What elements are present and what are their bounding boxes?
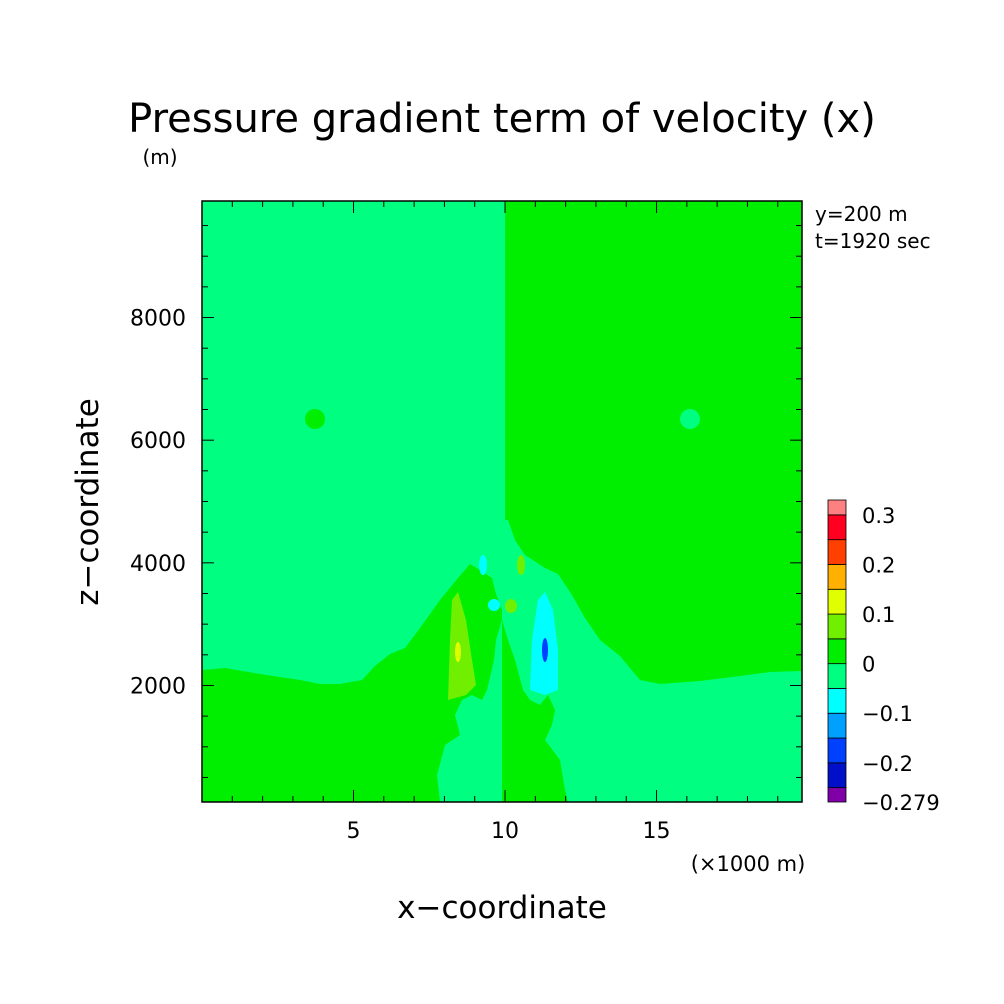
colorbar-swatch: [827, 688, 847, 714]
colorbar-label: 0.2: [862, 553, 895, 577]
annotation-y-position: y=200 m: [815, 202, 908, 226]
y-unit-label: (m): [142, 145, 177, 169]
colorbar-swatch: [827, 588, 847, 615]
region-left-column: [437, 620, 502, 802]
region-left-plume: [448, 592, 476, 700]
y-tick-label: 8000: [130, 307, 186, 332]
plot-frame: [201, 200, 803, 803]
region-small-feature-c: [488, 599, 500, 611]
region-small-feature-a: [479, 555, 487, 575]
x-tick-label: 5: [347, 819, 361, 844]
region-left-core: [455, 642, 461, 662]
axis-ticks: [202, 201, 802, 802]
colorbar-swatch: [827, 499, 847, 516]
region-small-feature-b: [517, 555, 525, 575]
colorbar-swatch: [827, 539, 847, 565]
region-right-blob: [680, 409, 700, 429]
colorbar-swatch: [827, 638, 847, 665]
y-tick-label: 6000: [130, 429, 186, 454]
y-tick-label: 4000: [130, 552, 186, 577]
x-unit-label: (×1000 m): [691, 852, 806, 876]
colorbar-swatch: [827, 787, 847, 803]
x-tick-labels: 5 10 15: [347, 819, 671, 844]
region-small-feature-d: [505, 599, 517, 613]
colorbar-swatch: [827, 737, 847, 764]
colorbar-swatch: [827, 712, 847, 739]
y-axis-label: z−coordinate: [70, 398, 106, 606]
colorbar-swatch: [827, 564, 847, 590]
colorbar-label: −0.279: [862, 791, 940, 815]
x-tick-label: 15: [643, 819, 671, 844]
chart-title: Pressure gradient term of velocity (x): [128, 96, 876, 142]
region-left-blob: [305, 409, 325, 429]
colorbar-label: −0.2: [862, 752, 913, 776]
x-axis-label: x−coordinate: [397, 890, 607, 926]
colorbar-label: 0: [862, 653, 875, 677]
region-right-column: [502, 620, 568, 802]
colorbar-swatch: [827, 663, 847, 689]
y-tick-labels: 2000 4000 6000 8000: [130, 307, 186, 700]
colorbar: 0.3 0.2 0.1 0 −0.1 −0.2 −0.279: [827, 499, 940, 815]
region-right-core: [542, 638, 548, 662]
region-lower-left-layer: [202, 564, 502, 802]
colorbar-swatch: [827, 613, 847, 640]
colorbar-label: −0.1: [862, 702, 913, 726]
colorbar-label: 0.1: [862, 603, 895, 627]
colorbar-label: 0.3: [862, 504, 895, 528]
plot-area: [201, 200, 803, 803]
colorbar-swatch: [827, 514, 847, 541]
x-tick-label: 10: [491, 819, 519, 844]
colorbar-swatch: [827, 762, 847, 789]
y-tick-label: 2000: [130, 674, 186, 699]
annotation-time: t=1920 sec: [815, 229, 931, 253]
region-lower-right-layer: [502, 520, 802, 802]
